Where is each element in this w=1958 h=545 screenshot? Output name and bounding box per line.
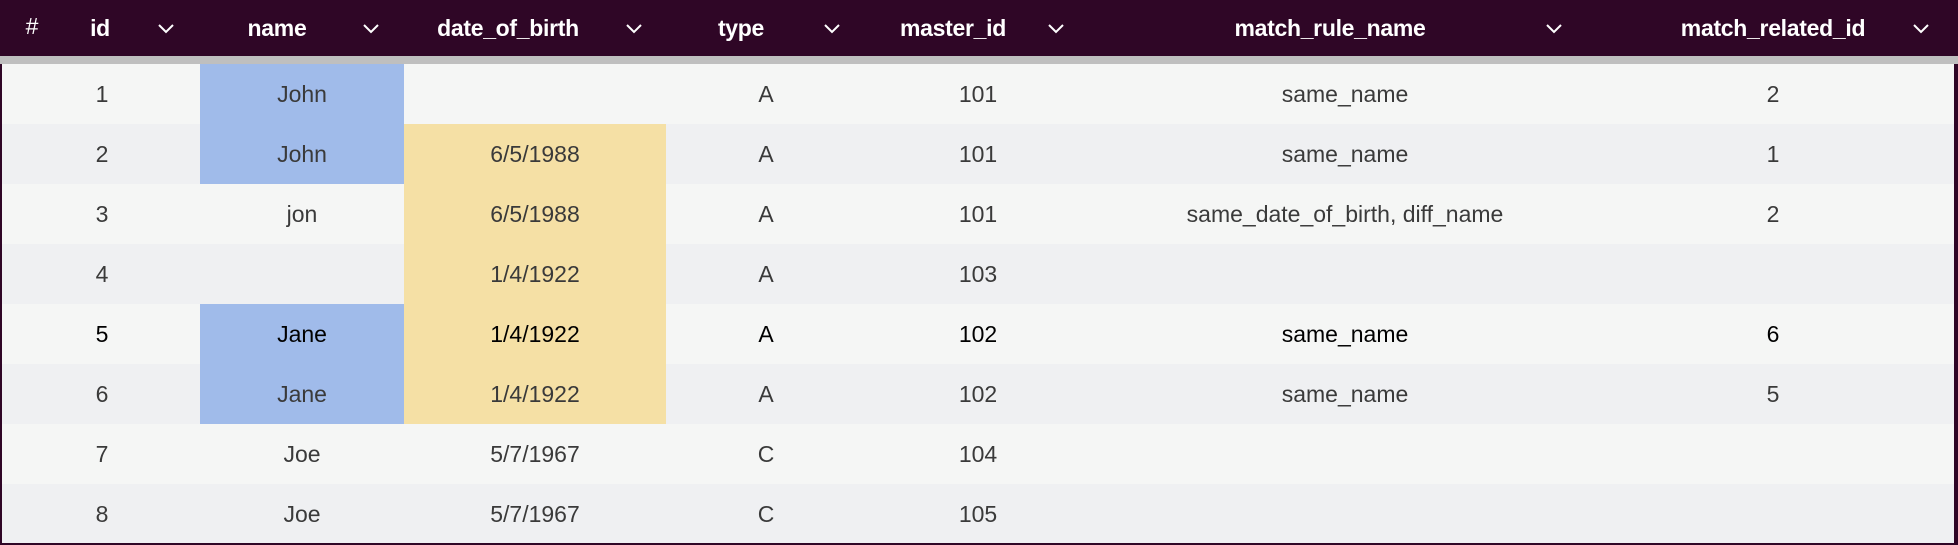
cell-match-rule-name[interactable]: same_name <box>1281 321 1409 347</box>
grid-body: 1 John A 101 same_name 2 2 John 6/5/1988 A 101 same… <box>2 64 1954 543</box>
cell-match-related-id[interactable] <box>1610 424 1936 484</box>
chevron-down-icon[interactable] <box>1543 17 1565 39</box>
column-header-label: date_of_birth <box>437 15 579 41</box>
column-header-label: match_rule_name <box>1234 15 1426 41</box>
table-row[interactable]: 5 Jane 1/4/1922 A 102 same_name 6 <box>2 304 1954 364</box>
table-row[interactable]: 7 Joe 5/7/1967 C 104 <box>2 424 1954 484</box>
column-header-label: type <box>717 15 765 41</box>
cell-date-of-birth[interactable]: 1/4/1922 <box>404 304 666 364</box>
cell-match-rule-name[interactable]: same_name <box>1281 141 1409 167</box>
cell-match-rule-name[interactable] <box>1080 424 1610 484</box>
cell-type[interactable]: A <box>758 201 774 227</box>
column-header-label: id <box>90 15 110 41</box>
cell-type[interactable]: A <box>758 141 774 167</box>
chevron-down-icon[interactable] <box>1910 17 1932 39</box>
cell-match-related-id[interactable]: 2 <box>1766 81 1780 107</box>
column-header-label: name <box>247 15 307 41</box>
cell-name[interactable] <box>200 244 404 304</box>
table-row[interactable]: 1 John A 101 same_name 2 <box>2 64 1954 124</box>
cell-date-of-birth[interactable]: 5/7/1967 <box>490 441 580 467</box>
cell-match-related-id[interactable] <box>1610 244 1936 304</box>
cell-type[interactable]: A <box>758 261 774 287</box>
cell-type[interactable]: A <box>758 81 774 107</box>
header-divider <box>0 56 1958 64</box>
chevron-down-icon[interactable] <box>623 17 645 39</box>
grid-header: # id name date_of_birth type master_id m… <box>0 0 1958 56</box>
chevron-down-icon[interactable] <box>360 17 382 39</box>
cell-type[interactable]: A <box>758 381 774 407</box>
cell-type[interactable]: C <box>757 501 775 527</box>
cell-match-related-id[interactable]: 5 <box>1766 381 1780 407</box>
cell-date-of-birth[interactable]: 6/5/1988 <box>404 184 666 244</box>
table-row[interactable]: 6 Jane 1/4/1922 A 102 same_name 5 <box>2 364 1954 424</box>
cell-match-related-id[interactable]: 2 <box>1766 201 1780 227</box>
row-number-header: # <box>25 13 39 39</box>
chevron-down-icon[interactable] <box>821 17 843 39</box>
table-row[interactable]: 2 John 6/5/1988 A 101 same_name 1 <box>2 124 1954 184</box>
cell-match-rule-name[interactable] <box>1080 244 1610 304</box>
cell-master-id[interactable]: 101 <box>958 201 998 227</box>
table-row[interactable]: 3 jon 6/5/1988 A 101 same_date_of_birth, diff… <box>2 184 1954 244</box>
cell-match-rule-name[interactable]: same_name <box>1281 81 1409 107</box>
cell-date-of-birth[interactable] <box>404 64 666 124</box>
cell-name[interactable]: Joe <box>283 501 321 527</box>
row-number: 3 <box>95 201 109 227</box>
cell-master-id[interactable]: 102 <box>958 381 998 407</box>
row-number: 1 <box>95 81 109 107</box>
cell-name[interactable]: Jane <box>200 364 404 424</box>
cell-match-related-id[interactable]: 1 <box>1766 141 1780 167</box>
row-number: 6 <box>95 381 109 407</box>
cell-master-id[interactable]: 103 <box>958 261 998 287</box>
cell-match-related-id[interactable] <box>1610 484 1936 543</box>
cell-name[interactable]: Joe <box>283 441 321 467</box>
column-header-label: master_id <box>900 15 1006 41</box>
cell-date-of-birth[interactable]: 5/7/1967 <box>490 501 580 527</box>
table-row[interactable]: 4 1/4/1922 A 103 <box>2 244 1954 304</box>
row-number: 5 <box>95 321 109 347</box>
cell-master-id[interactable]: 101 <box>958 81 998 107</box>
row-number: 4 <box>95 261 109 287</box>
cell-date-of-birth[interactable]: 1/4/1922 <box>404 364 666 424</box>
chevron-down-icon[interactable] <box>1045 17 1067 39</box>
column-header-label: match_related_id <box>1680 15 1866 41</box>
row-number: 2 <box>95 141 109 167</box>
cell-type[interactable]: C <box>757 441 775 467</box>
row-number: 8 <box>95 501 109 527</box>
row-number: 7 <box>95 441 109 467</box>
table-row[interactable]: 8 Joe 5/7/1967 C 105 <box>2 484 1954 543</box>
cell-date-of-birth[interactable]: 6/5/1988 <box>404 124 666 184</box>
cell-master-id[interactable]: 105 <box>958 501 998 527</box>
chevron-down-icon[interactable] <box>155 17 177 39</box>
cell-match-related-id[interactable]: 6 <box>1766 321 1780 347</box>
cell-name[interactable]: jon <box>286 201 318 227</box>
cell-match-rule-name[interactable]: same_date_of_birth, diff_name <box>1186 201 1504 227</box>
cell-name[interactable]: Jane <box>200 304 404 364</box>
cell-date-of-birth[interactable]: 1/4/1922 <box>404 244 666 304</box>
cell-master-id[interactable]: 104 <box>958 441 998 467</box>
cell-name[interactable]: John <box>200 124 404 184</box>
cell-type[interactable]: A <box>758 321 774 347</box>
cell-master-id[interactable]: 101 <box>958 141 998 167</box>
cell-match-rule-name[interactable] <box>1080 484 1610 543</box>
cell-name[interactable]: John <box>200 64 404 124</box>
cell-master-id[interactable]: 102 <box>958 321 998 347</box>
cell-match-rule-name[interactable]: same_name <box>1281 381 1409 407</box>
